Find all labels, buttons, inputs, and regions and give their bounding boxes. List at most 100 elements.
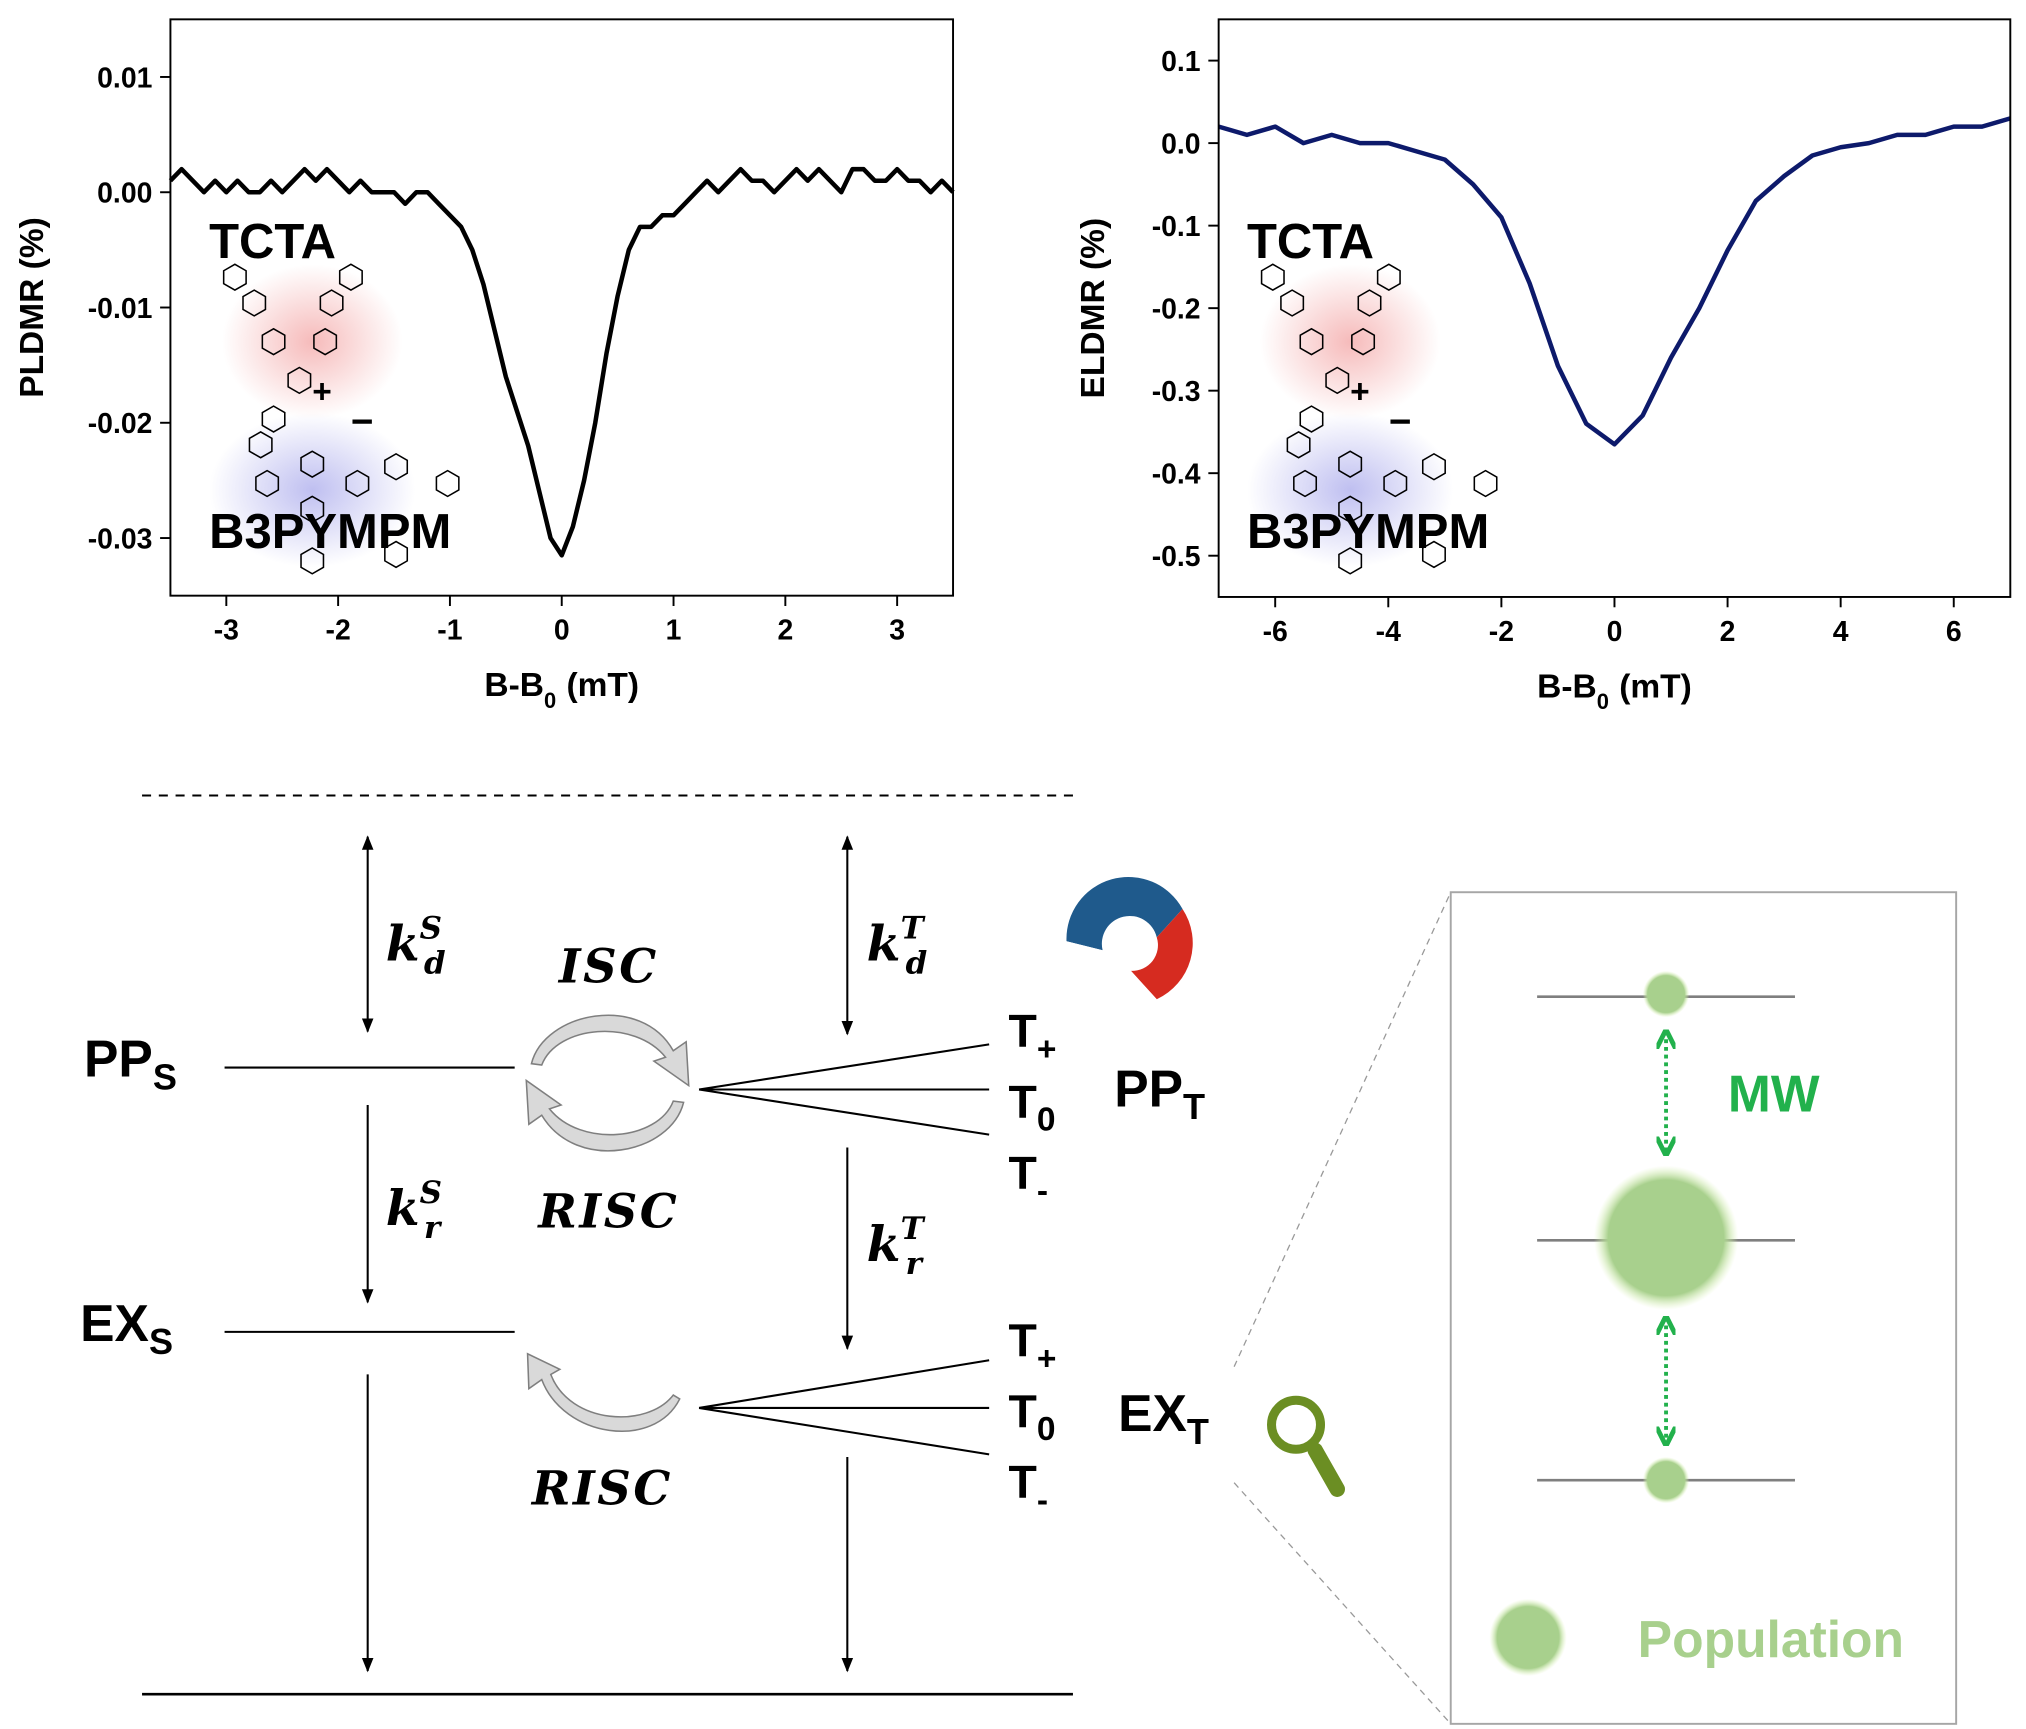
annotation: B3PYMPM bbox=[209, 505, 451, 559]
x-tick-label: -4 bbox=[1376, 616, 1401, 648]
energy-diagram bbox=[142, 794, 1073, 1696]
inset: MW Population bbox=[1233, 891, 1958, 1725]
y-tick-label: 0.0 bbox=[1161, 128, 1200, 160]
legend-label: Population bbox=[1638, 1610, 1904, 1668]
molecule-ring bbox=[1280, 289, 1305, 317]
x-tick-label: -1 bbox=[437, 615, 462, 647]
triplet-label: T0 bbox=[1008, 1076, 1055, 1139]
risc-arrow bbox=[525, 1078, 685, 1152]
molecule-ring bbox=[1286, 431, 1311, 459]
isc-arrow bbox=[530, 1014, 690, 1088]
molecule-ring bbox=[1338, 450, 1363, 478]
molecule-ring bbox=[261, 327, 286, 356]
triplet-label: T- bbox=[1008, 1456, 1048, 1519]
y-tick-label: -0.2 bbox=[1152, 293, 1201, 325]
x-tick-label: 2 bbox=[1720, 616, 1736, 648]
molecule-ring bbox=[313, 327, 338, 356]
molecule-ring bbox=[1376, 263, 1401, 291]
x-tick-label: 0 bbox=[1607, 616, 1623, 648]
x-axis-label: B-B0 (mT) bbox=[484, 667, 639, 713]
donor-glow bbox=[1259, 264, 1441, 420]
rate-label: kT r bbox=[867, 1211, 926, 1282]
triplet-fan bbox=[698, 1359, 990, 1456]
x-tick-label: 2 bbox=[777, 615, 793, 647]
molecule-ring bbox=[1299, 405, 1324, 433]
ppt-label: PPT bbox=[1114, 1059, 1205, 1127]
risc-label: RISC bbox=[536, 1183, 679, 1238]
annotation: + bbox=[1350, 373, 1370, 410]
molecule-ring bbox=[248, 431, 273, 459]
y-tick-label: 0.1 bbox=[1161, 46, 1200, 78]
x-axis-label: B-B0 (mT) bbox=[1537, 669, 1692, 715]
zoom-line bbox=[1233, 891, 1452, 1367]
molecule-ring bbox=[1357, 289, 1382, 317]
y-tick-label: -0.03 bbox=[88, 523, 153, 555]
molecule-ring bbox=[338, 263, 363, 291]
y-axis-label: PLDMR (%) bbox=[14, 217, 51, 398]
annotation: − bbox=[351, 401, 374, 444]
x-tick-label: -6 bbox=[1263, 616, 1288, 648]
x-tick-label: -2 bbox=[1489, 616, 1514, 648]
rate-label: kS r bbox=[386, 1175, 443, 1246]
molecule-ring bbox=[300, 547, 325, 575]
population-dot bbox=[1642, 970, 1690, 1018]
molecule-ring bbox=[300, 495, 325, 524]
y-tick-label: -0.01 bbox=[88, 293, 153, 325]
molecule-ring bbox=[319, 289, 344, 317]
y-tick-label: -0.02 bbox=[88, 408, 153, 440]
cycle-arrows bbox=[525, 1014, 690, 1432]
pps-label: PPS bbox=[84, 1030, 177, 1098]
molecule-ring bbox=[384, 452, 409, 481]
isc-label: ISC bbox=[557, 938, 659, 993]
zoom-line bbox=[1233, 1482, 1452, 1725]
molecule-ring bbox=[1325, 366, 1350, 395]
molecule-ring bbox=[1383, 469, 1408, 498]
acceptor-glow bbox=[1247, 412, 1454, 568]
molecule-ring bbox=[222, 263, 247, 291]
annotation: − bbox=[1389, 401, 1412, 444]
y-tick-label: 0.00 bbox=[97, 178, 152, 210]
x-tick-label: 4 bbox=[1833, 616, 1849, 648]
molecule-ring bbox=[287, 366, 312, 395]
risc-arrow bbox=[526, 1352, 681, 1432]
triplet-fan bbox=[698, 1043, 990, 1136]
molecule-ring bbox=[300, 450, 325, 478]
triplet-labels: T+T0T-T+T0T-T+T0T- bbox=[1008, 969, 1518, 1519]
triplet-label: T- bbox=[1008, 1147, 1048, 1210]
x-tick-label: 6 bbox=[1946, 616, 1962, 648]
triplet-label: T+ bbox=[1008, 1005, 1056, 1068]
molecule-ring bbox=[255, 469, 280, 498]
inset-frame bbox=[1449, 891, 1958, 1725]
annotation: B3PYMPM bbox=[1247, 505, 1489, 559]
rate-label: kS d bbox=[386, 911, 446, 982]
x-tick-label: -2 bbox=[326, 615, 351, 647]
molecule-ring bbox=[1260, 263, 1285, 291]
y-tick-label: -0.3 bbox=[1152, 376, 1201, 408]
donor-glow bbox=[221, 264, 403, 420]
molecule-ring bbox=[1421, 452, 1446, 481]
magnifier-icon bbox=[1266, 1395, 1346, 1497]
y-tick-label: -0.4 bbox=[1152, 459, 1201, 491]
charts: TCTA+−B3PYMPM-3 -2 -1 0 1 2 30.010.00-0.01-0.0… bbox=[14, 18, 2012, 715]
x-tick-label: 3 bbox=[889, 615, 905, 647]
molecule-ring bbox=[345, 469, 370, 498]
acceptor-glow bbox=[209, 412, 416, 568]
data-line bbox=[1218, 116, 2011, 447]
annotation: + bbox=[312, 373, 332, 410]
mw-label: MW bbox=[1728, 1064, 1820, 1122]
molecule-ring bbox=[1338, 547, 1363, 575]
population-dot bbox=[1593, 1165, 1739, 1310]
y-axis-label: ELDMR (%) bbox=[1075, 218, 1112, 399]
triplet-label: T+ bbox=[1008, 1314, 1056, 1377]
legend-dot bbox=[1489, 1598, 1567, 1677]
annotation: TCTA bbox=[209, 215, 336, 269]
ext-label: EXT bbox=[1118, 1384, 1209, 1452]
y-tick-label: -0.1 bbox=[1152, 211, 1201, 243]
y-tick-label: -0.5 bbox=[1152, 541, 1201, 573]
annotation: TCTA bbox=[1247, 215, 1374, 269]
molecule-ring bbox=[1421, 540, 1446, 569]
molecule-ring bbox=[242, 289, 267, 317]
molecule-ring bbox=[1293, 469, 1318, 498]
data-line bbox=[168, 166, 955, 558]
